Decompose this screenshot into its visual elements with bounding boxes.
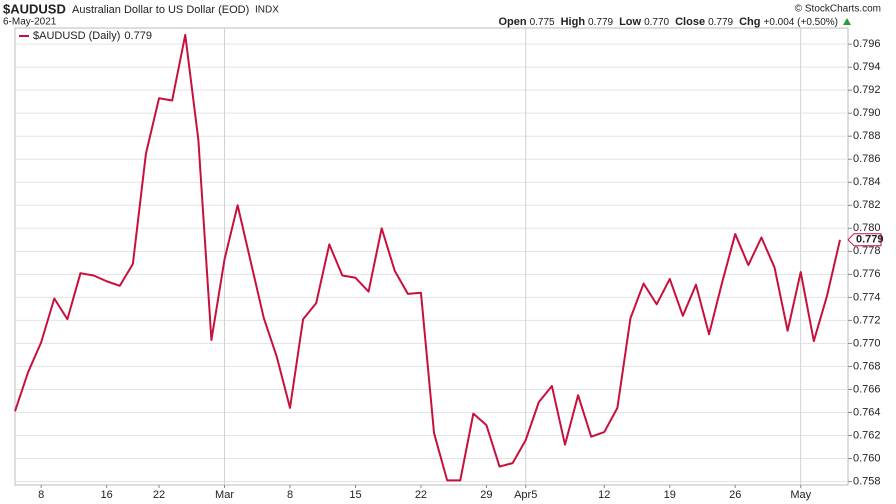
y-tick-label: 0.758 <box>853 475 881 487</box>
quote-value: 0.779 <box>588 17 613 28</box>
price-line <box>14 33 841 482</box>
x-tick-label: 16 <box>101 489 113 501</box>
price-tag <box>847 233 882 247</box>
legend-value: 0.779 <box>124 30 152 42</box>
x-tick-label: Mar <box>215 489 234 501</box>
legend-text: $AUDUSD (Daily) 0.779 <box>33 30 152 42</box>
quote-value: 0.775 <box>530 17 555 28</box>
quote: Open 0.775 High 0.779 Low 0.770 Close 0.779 Chg +… <box>498 16 838 28</box>
y-tick-label: 0.774 <box>853 291 881 303</box>
x-tick-label: 8 <box>287 489 293 501</box>
quote-value: +0.004 (+0.50%) <box>764 17 839 28</box>
exchange: INDX <box>255 5 279 16</box>
price-tag-label: 0.779 <box>856 234 884 246</box>
y-tick-label: 0.762 <box>853 429 881 441</box>
up-arrow <box>843 18 851 25</box>
y-tick-label: 0.778 <box>853 245 881 257</box>
y-tick-label: 0.766 <box>853 383 881 395</box>
quote-label: Open <box>498 16 526 28</box>
x-tick-label: 26 <box>729 489 741 501</box>
y-tick-label: 0.788 <box>853 130 881 142</box>
chart-title: Australian Dollar to US Dollar (EOD) <box>72 4 249 16</box>
quote-label: High <box>561 16 586 28</box>
y-tick-label: 0.794 <box>853 61 881 73</box>
y-tick-label: 0.790 <box>853 107 881 119</box>
y-tick-label: 0.764 <box>853 406 881 418</box>
x-tick-label: 12 <box>598 489 610 501</box>
quote-value: 0.770 <box>644 17 669 28</box>
credit: © StockCharts.com <box>795 4 881 15</box>
x-tick-label: Apr5 <box>514 489 537 501</box>
y-tick-label: 0.780 <box>853 222 881 234</box>
symbol: $AUDUSD <box>3 1 66 16</box>
x-tick-label: 29 <box>480 489 492 501</box>
x-tick-label: 15 <box>349 489 361 501</box>
quote-label: Low <box>619 16 641 28</box>
plot-frame <box>14 27 849 486</box>
quote-label: Chg <box>739 16 760 28</box>
y-tick-label: 0.768 <box>853 360 881 372</box>
y-tick-label: 0.784 <box>853 176 881 188</box>
quote-value: 0.779 <box>708 17 733 28</box>
y-tick-label: 0.776 <box>853 268 881 280</box>
x-tick-label: 19 <box>664 489 676 501</box>
y-tick-label: 0.796 <box>853 38 881 50</box>
date: 6-May-2021 <box>3 17 57 28</box>
x-tick-label: 22 <box>415 489 427 501</box>
x-tick-label: 22 <box>153 489 165 501</box>
x-tick-label: 8 <box>38 489 44 501</box>
x-tick-label: May <box>790 489 811 501</box>
y-tick-label: 0.770 <box>853 337 881 349</box>
quote-label: Close <box>675 16 705 28</box>
y-tick-label: 0.786 <box>853 153 881 165</box>
y-tick-label: 0.772 <box>853 314 881 326</box>
y-tick-label: 0.760 <box>853 452 881 464</box>
legend-name: $AUDUSD (Daily) <box>33 30 120 42</box>
y-tick-label: 0.792 <box>853 84 881 96</box>
y-tick-label: 0.782 <box>853 199 881 211</box>
